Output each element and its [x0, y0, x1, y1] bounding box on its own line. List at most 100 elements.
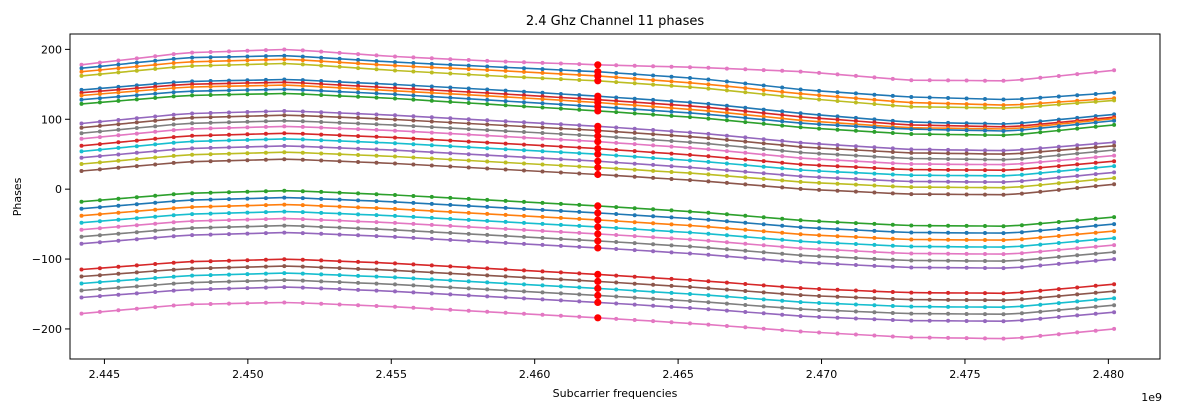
series-point [651, 296, 656, 301]
series-point [669, 215, 674, 220]
series-point [227, 204, 231, 209]
series-point [540, 105, 545, 110]
series-point [780, 312, 785, 317]
series-point [411, 69, 416, 74]
series-point [669, 170, 674, 174]
series-point [282, 216, 287, 221]
series-point [263, 210, 268, 215]
series-point [577, 271, 582, 276]
series-point [448, 195, 453, 200]
series-point [134, 64, 139, 69]
series-point [1001, 291, 1006, 296]
series-point [393, 141, 397, 146]
x-axis-ticks: 2.445 2.450 2.455 2.460 2.465 2.470 2.475 2.480 [89, 359, 1124, 381]
series-point [761, 164, 766, 169]
series-point [190, 259, 195, 264]
series-point [577, 171, 582, 176]
series-point [356, 266, 361, 271]
series-point [97, 64, 102, 69]
series-point [1075, 146, 1080, 151]
series-point [688, 299, 692, 303]
series-point [632, 241, 637, 246]
series-point [1019, 318, 1024, 323]
series-point [577, 202, 582, 207]
series-point [964, 230, 969, 235]
series-point [116, 278, 121, 283]
series-point [337, 266, 342, 271]
pilot-point [594, 145, 602, 153]
series-point [448, 116, 453, 121]
series-point [1056, 158, 1061, 163]
series-point [761, 117, 766, 122]
series-point [909, 335, 914, 340]
series-point [983, 78, 987, 83]
series-point [1038, 228, 1043, 233]
series-point [1038, 177, 1043, 182]
series-point [835, 90, 840, 95]
series-point [724, 161, 729, 166]
series-point [337, 259, 342, 264]
series-point [909, 185, 914, 190]
series-point [116, 158, 121, 163]
series-point [522, 96, 526, 100]
series-point [79, 149, 84, 154]
series-point [1075, 72, 1080, 77]
series-point [817, 294, 822, 298]
series-point [577, 292, 582, 297]
series-point [909, 311, 914, 316]
series-point [890, 304, 895, 308]
series-point [227, 151, 231, 156]
series-point [743, 67, 748, 72]
series-point [245, 286, 250, 291]
series-point [983, 291, 987, 296]
series-point [983, 192, 987, 197]
series-point [669, 102, 674, 107]
series-point [927, 265, 932, 270]
series-point [927, 185, 932, 190]
series-point [190, 115, 195, 120]
pilot-point [594, 291, 602, 299]
series-point [688, 115, 692, 120]
series-point [411, 83, 416, 88]
series-point [374, 81, 379, 86]
series-point [798, 114, 803, 119]
series-point [466, 86, 471, 91]
series-point [651, 303, 656, 308]
series-point [153, 87, 158, 92]
series-point [1093, 124, 1098, 129]
series-point [1112, 310, 1117, 315]
series-point [1112, 118, 1117, 123]
series-point [485, 218, 490, 223]
series-point [706, 322, 711, 327]
series-point [1112, 282, 1117, 287]
series-point [927, 179, 932, 184]
series-point [374, 116, 379, 121]
series-point [319, 114, 324, 119]
series-point [909, 122, 914, 127]
series-point [872, 333, 877, 338]
series-point [227, 218, 231, 223]
series-point [780, 216, 785, 221]
series-point [983, 151, 987, 156]
series-point [503, 129, 508, 134]
series-point [577, 314, 582, 319]
series-point [1093, 141, 1098, 146]
series-point [411, 124, 416, 129]
series-point [724, 149, 729, 154]
series-point [1056, 102, 1061, 107]
series-point [245, 151, 250, 156]
series-point [153, 118, 158, 123]
series-point [153, 95, 158, 100]
series-point [208, 159, 213, 164]
series-point [374, 122, 379, 127]
series-point [761, 83, 766, 88]
series-point [835, 227, 840, 232]
series-point [964, 312, 969, 316]
series-point [761, 107, 766, 112]
series-point [79, 162, 84, 166]
series-point [153, 214, 158, 219]
series-point [374, 160, 379, 165]
series-point [688, 134, 692, 139]
series-point [577, 209, 582, 214]
series-point [411, 235, 416, 240]
